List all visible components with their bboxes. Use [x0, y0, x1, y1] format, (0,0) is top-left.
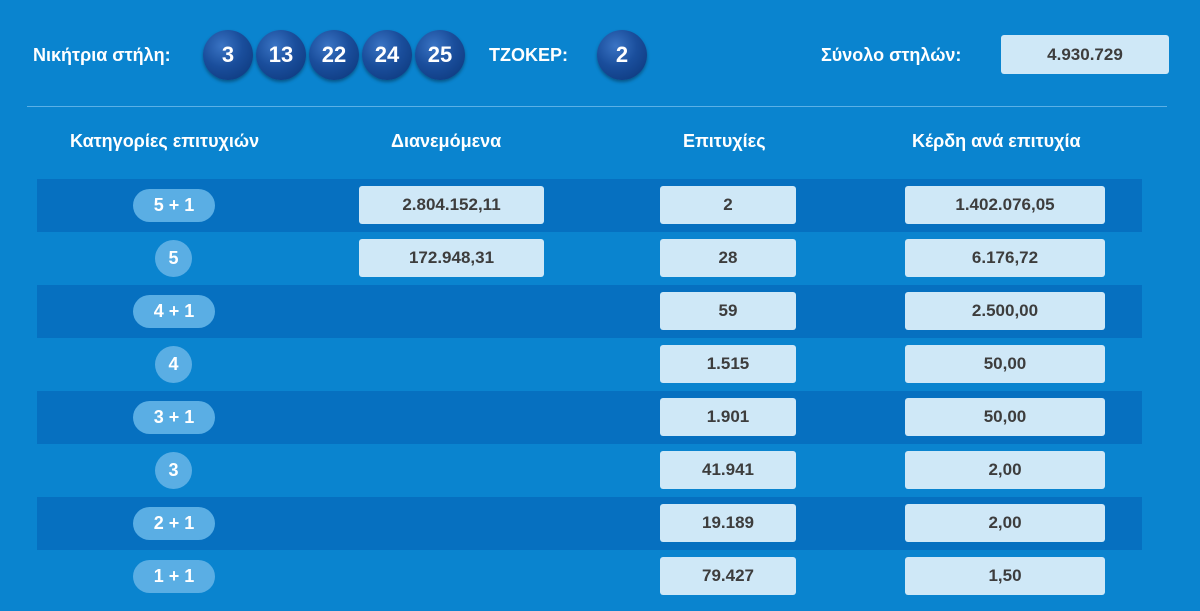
table-row: 4 + 1 59 2.500,00 [37, 285, 1142, 338]
column-header-winners: Επιτυχίες [683, 131, 766, 151]
winning-number-ball: 13 [256, 30, 306, 80]
table-row: 1 + 1 79.427 1,50 [37, 550, 1142, 603]
joker-label: ΤΖΟΚΕΡ: [489, 45, 568, 65]
category-badge: 2 + 1 [133, 507, 215, 540]
table-row: 3 41.941 2,00 [37, 444, 1142, 497]
prize-per-winner: 50,00 [905, 345, 1105, 383]
category-badge: 4 [155, 346, 192, 383]
category-badge: 5 [155, 240, 192, 277]
winners-count: 1.515 [660, 345, 796, 383]
total-columns-value: 4.930.729 [1001, 35, 1169, 74]
category-badge: 3 [155, 452, 192, 489]
category-badge: 5 + 1 [133, 189, 215, 222]
winners-count: 2 [660, 186, 796, 224]
prize-per-winner: 2.500,00 [905, 292, 1105, 330]
joker-number-ball: 2 [597, 30, 647, 80]
prize-per-winner: 2,00 [905, 451, 1105, 489]
column-header-categories: Κατηγορίες επιτυχιών [70, 131, 260, 151]
prize-per-winner: 2,00 [905, 504, 1105, 542]
winners-count: 28 [660, 239, 796, 277]
distributed-amount: 2.804.152,11 [359, 186, 544, 224]
table-row: 5 + 1 2.804.152,11 2 1.402.076,05 [37, 179, 1142, 232]
winners-count: 59 [660, 292, 796, 330]
prize-per-winner: 1,50 [905, 557, 1105, 595]
winners-count: 19.189 [660, 504, 796, 542]
winning-column-label: Νικήτρια στήλη: [33, 45, 171, 65]
winning-number-ball: 25 [415, 30, 465, 80]
winners-count: 41.941 [660, 451, 796, 489]
column-header-prize-per-winner: Κέρδη ανά επιτυχία [912, 131, 1081, 151]
winners-count: 1.901 [660, 398, 796, 436]
header-divider [27, 106, 1167, 107]
prize-per-winner: 6.176,72 [905, 239, 1105, 277]
winning-number-ball: 3 [203, 30, 253, 80]
table-row: 2 + 1 19.189 2,00 [37, 497, 1142, 550]
table-row: 4 1.515 50,00 [37, 338, 1142, 391]
total-columns-label: Σύνολο στηλών: [821, 45, 962, 65]
distributed-amount: 172.948,31 [359, 239, 544, 277]
prize-table: 5 + 1 2.804.152,11 2 1.402.076,05 5 172.… [37, 179, 1142, 603]
winners-count: 79.427 [660, 557, 796, 595]
category-badge: 4 + 1 [133, 295, 215, 328]
winning-number-ball: 24 [362, 30, 412, 80]
results-header: Νικήτρια στήλη: 3 13 22 24 25 ΤΖΟΚΕΡ: 2 … [0, 0, 1200, 108]
column-header-distributed: Διανεμόμενα [391, 131, 502, 151]
prize-per-winner: 50,00 [905, 398, 1105, 436]
table-row: 3 + 1 1.901 50,00 [37, 391, 1142, 444]
category-badge: 3 + 1 [133, 401, 215, 434]
prize-per-winner: 1.402.076,05 [905, 186, 1105, 224]
table-row: 5 172.948,31 28 6.176,72 [37, 232, 1142, 285]
category-badge: 1 + 1 [133, 560, 215, 593]
winning-number-ball: 22 [309, 30, 359, 80]
